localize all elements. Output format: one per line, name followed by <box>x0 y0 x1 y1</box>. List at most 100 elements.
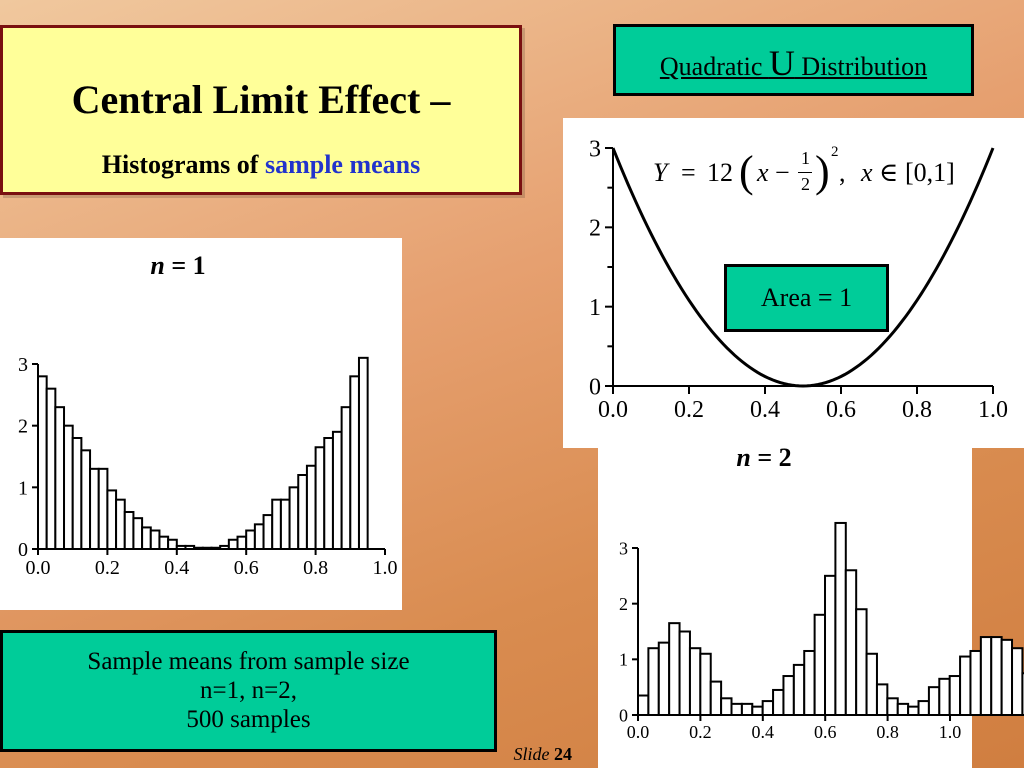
hist-n1-title-rest: = 1 <box>165 251 206 280</box>
hist-n2-y-tick-label: 0 <box>619 705 628 725</box>
hist-n1-panel: 0 1 2 3 0.0 0.2 0.4 0.6 0.8 1.0 n = 1 <box>0 238 402 610</box>
hist-n1-title: n = 1 <box>150 251 205 280</box>
hist-n2-bar <box>886 697 899 717</box>
formula-lhs: Y <box>653 158 668 187</box>
density-x-tick-label: 1.0 <box>978 397 1008 423</box>
density-x-tick-label: 0.0 <box>598 397 628 423</box>
formula-comma: , <box>839 158 846 187</box>
formula-frac-num: 1 <box>801 148 810 168</box>
density-x-tick-label: 0.6 <box>826 397 856 423</box>
formula-left-paren: ( <box>739 147 754 196</box>
hist-n2-bar <box>990 636 1003 716</box>
hist-n1-title-var: n <box>150 251 164 280</box>
hist-n2-panel: 0 1 2 3 0.0 0.2 0.4 0.6 0.8 1.0 n = 2 <box>598 443 1024 768</box>
title-box: Central Limit Effect – Histograms of sam… <box>0 25 522 195</box>
hist-n1-x-tick-label: 0.6 <box>234 557 259 579</box>
quad-title-u: U <box>768 43 795 83</box>
hist-n1-bar <box>271 498 282 550</box>
sample-caption-line1: Sample means from sample size <box>87 648 410 675</box>
formula-frac-den: 2 <box>801 174 810 194</box>
hist-n1-chart: 0 1 2 3 0.0 0.2 0.4 0.6 0.8 1.0 n = 1 <box>18 251 398 579</box>
hist-n1-bar <box>227 538 239 550</box>
hist-n2-bar <box>1021 672 1024 716</box>
hist-n2-bar <box>824 574 837 717</box>
hist-n1-bar <box>193 546 204 550</box>
hist-n1-bar <box>331 430 343 550</box>
hist-n1-bar <box>349 375 360 550</box>
quadratic-title-box: Quadratic U Distribution <box>613 24 974 96</box>
density-y-tick-label: 2 <box>589 216 601 242</box>
formula-minus: − <box>775 158 790 187</box>
density-x-tick-label: 0.2 <box>674 397 704 423</box>
hist-n2-bar <box>637 694 650 716</box>
density-y-tick-label: 3 <box>589 136 601 162</box>
hist-n2-bar <box>709 680 723 717</box>
density-y-tick-label: 1 <box>589 295 601 321</box>
hist-n2-bar <box>782 675 795 717</box>
formula: Y = 12 ( x − 1 2 ) 2 , x ∈ [0,1] <box>653 144 973 204</box>
slide-title: Central Limit Effect – <box>71 77 451 122</box>
formula-frac-bar <box>798 172 812 173</box>
hist-n1-bar <box>63 424 74 551</box>
hist-n2-bar <box>740 702 754 717</box>
hist-n2-bar <box>678 630 691 716</box>
hist-n1-bar <box>245 529 256 550</box>
hist-n2-x-tick-label: 0.4 <box>752 722 775 742</box>
density-curve <box>611 147 995 388</box>
formula-domain-var: x <box>861 158 873 187</box>
hist-n2-bar <box>668 622 681 716</box>
hist-n2-bar <box>1011 647 1024 716</box>
slide-label: Slide <box>513 744 550 764</box>
slide-subtitle: Histograms of sample means <box>3 150 519 180</box>
formula-eq: = <box>681 158 696 187</box>
hist-n2-bar <box>917 700 930 716</box>
hist-n2-bar <box>730 702 743 717</box>
area-label: Area = 1 <box>760 283 853 312</box>
hist-n1-bar <box>132 517 144 550</box>
hist-n1-bar <box>54 406 66 550</box>
hist-n2-bar <box>1000 638 1014 717</box>
quad-title-prefix: Quadratic <box>659 52 769 81</box>
hist-n1-x-tick-label: 1.0 <box>373 557 398 579</box>
hist-n1-bar <box>253 523 265 551</box>
hist-n1-y-tick-label: 1 <box>18 477 28 499</box>
hist-n1-bar <box>97 467 109 550</box>
hist-n2-title: n = 2 <box>736 443 791 472</box>
hist-n1-y-tick-label: 3 <box>18 354 28 376</box>
hist-n2-chart: 0 1 2 3 0.0 0.2 0.4 0.6 0.8 1.0 n = 2 <box>619 443 1024 742</box>
hist-n2-bar <box>813 613 827 716</box>
sample-caption-line3: 500 samples <box>186 706 311 733</box>
hist-n2-bar <box>657 641 671 716</box>
slide-number: Slide 24 <box>514 744 573 765</box>
density-y-tick-label: 0 <box>589 374 601 400</box>
hist-n2-bar <box>896 702 910 717</box>
hist-n1-bar <box>219 544 230 550</box>
formula-power: 2 <box>831 144 839 160</box>
hist-n2-bar <box>834 521 847 716</box>
hist-n2-bar <box>948 675 962 717</box>
hist-n2-x-tick-label: 0.6 <box>814 722 837 742</box>
formula-right-paren: ) <box>815 147 830 196</box>
hist-n1-x-tick-label: 0.0 <box>26 557 51 579</box>
hist-n1-bar <box>158 535 170 550</box>
sample-caption-box: Sample means from sample size n=1, n=2, … <box>0 630 497 752</box>
hist-n2-bar <box>907 705 920 716</box>
hist-n1-bar <box>262 514 274 551</box>
hist-n1-bar <box>314 446 326 550</box>
hist-n2-bar <box>803 649 816 717</box>
hist-n2-bar <box>979 636 993 716</box>
hist-n1-y-tick-label: 2 <box>18 416 28 438</box>
slide-number-value: 24 <box>554 744 572 764</box>
hist-n1-bar <box>201 546 213 550</box>
hist-n2-bar <box>865 652 878 716</box>
hist-n2-bar <box>720 697 733 717</box>
hist-n2-bar <box>969 649 982 717</box>
hist-n1-bar <box>167 538 178 550</box>
hist-n2-bar <box>751 705 764 716</box>
hist-n1-bar <box>175 544 187 550</box>
hist-n1-x-tick-label: 0.8 <box>303 557 328 579</box>
formula-domain: [0,1] <box>905 158 955 187</box>
hist-n2-x-tick-label: 0.8 <box>876 722 899 742</box>
hist-n1-bar <box>340 406 352 550</box>
hist-n1-bar <box>141 526 152 550</box>
